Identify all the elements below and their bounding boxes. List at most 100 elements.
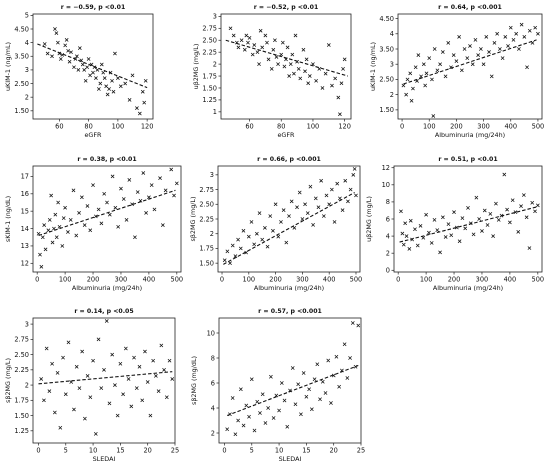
- data-point: [77, 386, 82, 390]
- y-tick-label: 16: [21, 190, 29, 198]
- data-point: [53, 212, 58, 217]
- data-point: [107, 401, 112, 406]
- x-tick-label: 5: [250, 447, 254, 455]
- data-point: [276, 62, 280, 66]
- data-point: [99, 62, 104, 67]
- data-point: [39, 264, 44, 269]
- data-point: [348, 356, 352, 360]
- y-tick-label: 5: [25, 12, 29, 20]
- data-point: [116, 224, 121, 229]
- data-point: [454, 225, 459, 230]
- data-point: [352, 167, 357, 171]
- y-tick-label: 2.50: [14, 351, 29, 359]
- data-point: [443, 235, 448, 239]
- data-point: [83, 78, 88, 83]
- y-tick-label: 4: [211, 404, 215, 412]
- data-point: [133, 235, 137, 240]
- data-point: [238, 246, 243, 251]
- y-tick-label: 12: [21, 260, 29, 268]
- data-point: [265, 244, 270, 249]
- data-point: [345, 376, 350, 380]
- data-point: [263, 421, 268, 425]
- data-point: [423, 83, 428, 88]
- y-tick-label: 2.25: [14, 366, 29, 374]
- data-point: [488, 212, 493, 216]
- data-point: [230, 243, 235, 248]
- data-point: [271, 228, 275, 233]
- data-point: [82, 223, 87, 227]
- x-tick-label: 200: [269, 276, 282, 284]
- data-point: [260, 45, 265, 50]
- data-point: [167, 358, 172, 363]
- data-point: [67, 59, 72, 64]
- data-point: [88, 228, 93, 233]
- data-point: [141, 171, 146, 175]
- data-point: [110, 174, 115, 179]
- x-tick-label: 400: [504, 276, 517, 284]
- data-point: [163, 188, 168, 193]
- y-axis-label: sβ2MG (mg/dL): [190, 356, 198, 405]
- data-point: [335, 181, 340, 186]
- data-point: [510, 198, 515, 203]
- data-point: [476, 53, 481, 57]
- data-point: [238, 387, 243, 392]
- data-point: [58, 425, 63, 430]
- data-point: [424, 212, 428, 217]
- trend-line: [37, 43, 148, 89]
- data-point: [479, 47, 483, 51]
- x-axis-label: Albuminuria (mg/24h): [72, 284, 142, 292]
- chart-title: r = 0.57, p <0.001: [258, 308, 322, 315]
- data-point: [144, 211, 148, 215]
- data-point: [276, 234, 281, 239]
- data-point: [449, 233, 454, 238]
- data-point: [314, 78, 318, 83]
- x-axis-label: SLEDAI: [93, 455, 116, 463]
- data-point: [77, 211, 81, 215]
- data-point: [329, 401, 333, 405]
- data-point: [257, 211, 262, 215]
- y-tick-label: 3: [390, 61, 394, 69]
- data-point: [441, 215, 445, 220]
- data-point: [265, 40, 269, 45]
- data-point: [446, 222, 451, 226]
- data-point: [255, 399, 260, 404]
- data-point: [454, 59, 459, 64]
- data-point: [113, 51, 117, 56]
- y-axis-label: sβ2MG (mg/L): [189, 197, 197, 242]
- data-point: [244, 403, 249, 408]
- data-point: [102, 367, 106, 372]
- data-point: [284, 240, 289, 245]
- y-axis-label: uKIM-1 (ng/mL): [4, 42, 12, 91]
- data-point: [408, 71, 413, 76]
- data-point: [268, 214, 273, 218]
- data-point: [47, 218, 52, 222]
- trend-line: [403, 39, 537, 85]
- y-tick-label: 3: [213, 13, 217, 21]
- x-tick-label: 10: [275, 447, 283, 455]
- data-point: [350, 321, 355, 325]
- x-tick-label: 0: [36, 447, 40, 455]
- data-point: [230, 396, 235, 400]
- data-point: [162, 367, 166, 372]
- data-point: [492, 41, 497, 45]
- y-tick-label: 1.75: [199, 245, 214, 253]
- data-point: [285, 45, 290, 50]
- y-tick-label: 2.25: [199, 215, 214, 223]
- data-point: [151, 358, 156, 363]
- data-point: [95, 68, 100, 72]
- data-point: [123, 81, 128, 86]
- data-point: [50, 361, 54, 366]
- data-point: [498, 47, 502, 51]
- data-point: [403, 221, 408, 226]
- data-point: [47, 389, 52, 394]
- x-tick-label: 200: [450, 123, 463, 131]
- y-tick-label: 1.50: [14, 107, 29, 115]
- data-point: [249, 377, 254, 382]
- data-point: [356, 323, 361, 328]
- data-point: [271, 416, 276, 420]
- data-point: [409, 98, 414, 103]
- data-point: [222, 258, 227, 263]
- data-point: [42, 223, 47, 227]
- data-point: [299, 412, 303, 417]
